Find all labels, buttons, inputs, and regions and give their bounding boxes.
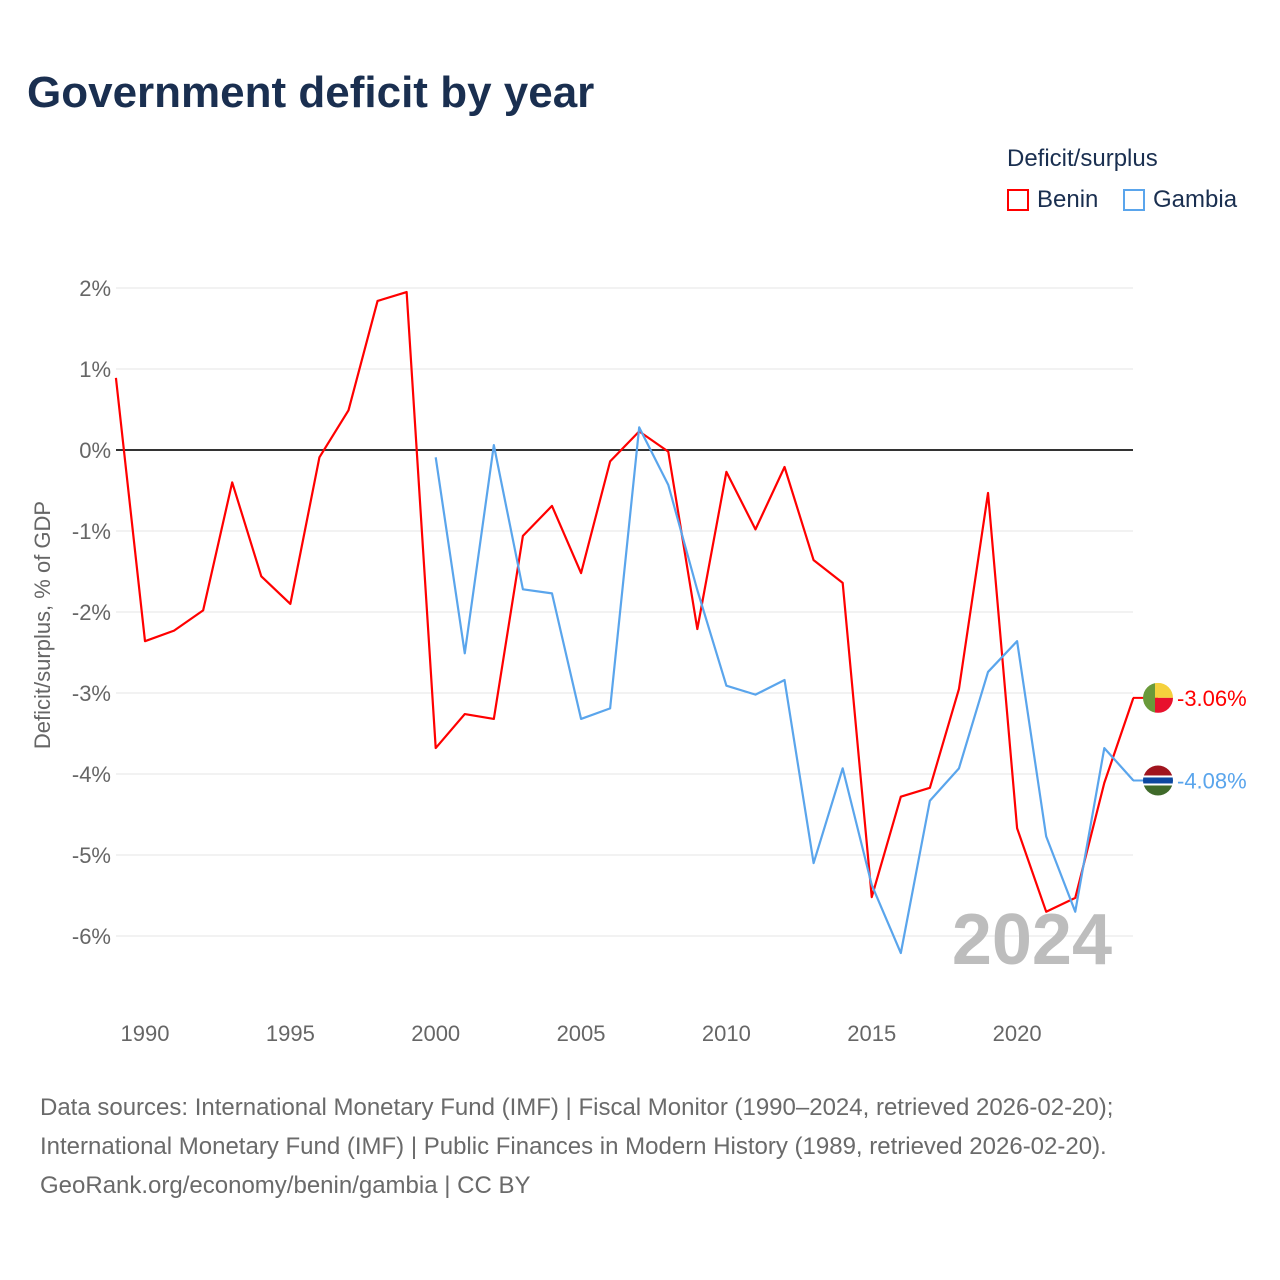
year-watermark: 2024 xyxy=(952,900,1112,980)
series-line-benin xyxy=(114,290,1135,913)
legend-swatch-gambia xyxy=(1123,189,1145,211)
source-line-1: Data sources: International Monetary Fun… xyxy=(40,1094,1114,1121)
y-tick-label: -5% xyxy=(72,843,111,868)
flag-icon-benin xyxy=(1143,682,1173,713)
y-tick-label: 0% xyxy=(79,438,111,463)
y-tick-label: -6% xyxy=(72,924,111,949)
end-label-gambia: -4.08% xyxy=(1177,768,1247,793)
end-label-benin: -3.06% xyxy=(1177,686,1247,711)
attribution: GeoRank.org/economy/benin/gambia | CC BY xyxy=(40,1172,531,1199)
chart-title: Government deficit by year xyxy=(27,68,595,117)
legend-swatch-benin xyxy=(1007,189,1029,211)
x-tick-label: 2015 xyxy=(847,1021,896,1046)
footer: Data sources: International Monetary Fun… xyxy=(40,1088,1113,1205)
x-tick-label: 2010 xyxy=(702,1021,751,1046)
series-line-gambia xyxy=(434,426,1135,955)
y-tick-label: -3% xyxy=(72,681,111,706)
x-tick-label: 2005 xyxy=(557,1021,606,1046)
source-line-2: International Monetary Fund (IMF) | Publ… xyxy=(40,1133,1107,1160)
x-tick-label: 2020 xyxy=(993,1021,1042,1046)
y-tick-label: 1% xyxy=(79,357,111,382)
legend-title: Deficit/surplus xyxy=(1007,145,1158,172)
y-axis-label: Deficit/surplus, % of GDP xyxy=(30,501,55,749)
y-tick-label: 2% xyxy=(79,276,111,301)
x-tick-label: 1995 xyxy=(266,1021,315,1046)
x-tick-label: 1990 xyxy=(121,1021,170,1046)
line-chart: 2% 1% 0% -1% -2% -3% -4% -5% -6% 1990 1995 2000 2005… xyxy=(30,276,1247,1046)
legend-item-gambia[interactable]: Gambia xyxy=(1123,186,1237,214)
y-tick-label: -4% xyxy=(72,762,111,787)
legend-item-benin[interactable]: Benin xyxy=(1007,186,1098,214)
y-tick-label: -1% xyxy=(72,519,111,544)
legend-label-benin: Benin xyxy=(1037,186,1099,213)
y-tick-label: -2% xyxy=(72,600,111,625)
legend-label-gambia: Gambia xyxy=(1153,186,1238,213)
x-tick-label: 2000 xyxy=(411,1021,460,1046)
flag-icon-gambia xyxy=(1143,765,1173,796)
